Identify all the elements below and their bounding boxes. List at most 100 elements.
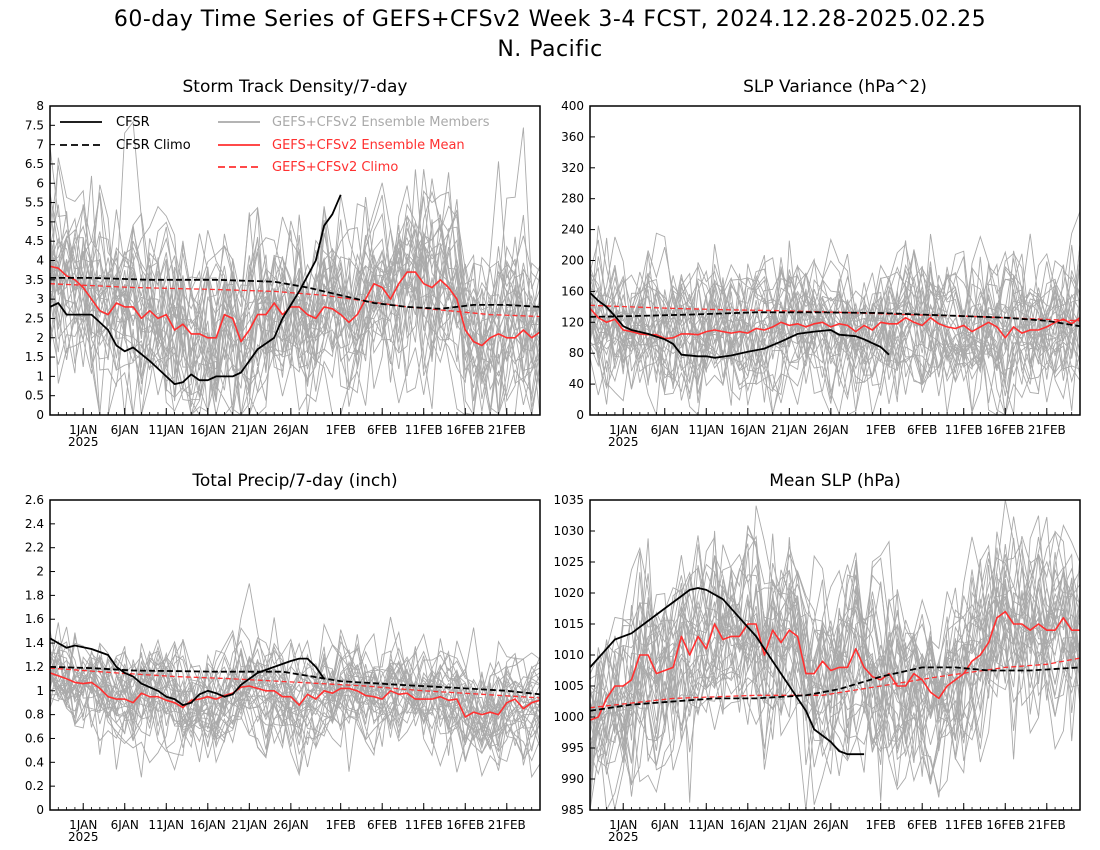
x-tick-label: 1JAN [609,423,637,437]
y-tick-label: 320 [561,161,584,175]
y-tick-label: 360 [561,130,584,144]
y-tick-label: 1010 [553,648,584,662]
x-tick-label: 11JAN [688,423,724,437]
ensemble-member-line [590,252,1080,391]
y-tick-label: 1015 [553,617,584,631]
x-tick-label: 11FEB [945,423,983,437]
y-tick-label: 0.6 [25,731,44,745]
plot-area [50,583,540,779]
y-tick-label: 995 [561,741,584,755]
x-tick-label: 11FEB [945,818,983,832]
panels: Storm Track Density/7-day 0 0.5 1 1.5 2 2.5 3 3.… [25,77,1081,844]
ensemble-mean-line [590,610,1080,721]
ensemble-member-line [50,617,540,751]
x-tick-label: 16JAN [190,818,226,832]
y-tick-label: 1.8 [25,588,44,602]
x-tick-label: 1JAN [69,818,97,832]
x-tick-label: 16FEB [446,818,484,832]
ensemble-member-line [50,629,540,755]
x-tick-label: 1FEB [325,423,355,437]
x-tick-label: 6JAN [111,818,139,832]
x-year-label: 2025 [608,830,639,844]
ensemble-member-line [590,278,1080,415]
y-tick-label: 80 [569,346,584,360]
x-tick-label: 16FEB [986,423,1024,437]
gefs-climo-line [50,667,540,699]
plot-area [50,120,540,415]
ensemble-member-line [50,196,540,415]
ensemble-member-line [50,626,540,773]
x-tick-label: 6JAN [651,423,679,437]
legend-members-label: GEFS+CFSv2 Ensemble Members [272,115,490,130]
x-tick-label: 26JAN [813,423,849,437]
y-tick-label: 40 [569,377,584,391]
ensemble-member-line [590,515,1080,805]
x-tick-label: 1JAN [609,818,637,832]
x-tick-label: 21FEB [1028,818,1066,832]
ensemble-member-line [50,634,540,768]
cfsr-line [50,637,325,706]
x-tick-label: 21FEB [488,423,526,437]
panel-4: Mean SLP (hPa) 985 990 995 1000 1005 1010 1015 1… [553,471,1081,844]
x-tick-label: 6JAN [651,818,679,832]
panel-2: SLP Variance (hPa^2) 0 40 80 120 160 200 240 280… [561,77,1081,449]
cfsr-line [590,587,865,756]
cfsr-line [50,194,342,386]
y-tick-label: 6.5 [25,157,44,171]
y-tick-label: 0.8 [25,708,44,722]
y-tick-label: 2 [36,565,44,579]
figure-title: 60-day Time Series of GEFS+CFSv2 Week 3-… [114,7,986,32]
x-tick-label: 11JAN [148,423,184,437]
ensemble-member-line [590,246,1080,386]
legend-cfsr-climo-label: CFSR Climo [116,138,191,153]
y-tick-label: 3 [36,292,44,306]
ensemble-member-line [50,214,540,415]
x-tick-label: 16FEB [986,818,1024,832]
y-tick-label: 400 [561,99,584,113]
x-tick-label: 6FEB [907,818,937,832]
y-tick-label: 0 [36,803,44,817]
ensemble-member-line [50,646,540,750]
x-tick-label: 26JAN [273,818,309,832]
ensemble-member-line [50,203,540,415]
y-tick-label: 1005 [553,679,584,693]
x-tick-label: 16FEB [446,423,484,437]
x-tick-label: 1FEB [865,423,895,437]
ensemble-member-line [590,544,1080,767]
figure-subtitle-region: N. Pacific [497,37,602,62]
ensemble-member-line [590,237,1080,402]
cfsr-climo-line [590,666,1080,712]
legend-gefs-climo-label: GEFS+CFSv2 Climo [272,160,398,175]
ensemble-mean-line [590,307,1080,340]
ensemble-member-line [50,235,540,415]
y-tick-label: 6 [36,176,44,190]
x-year-label: 2025 [68,830,99,844]
panel-title: Total Precip/7-day (inch) [191,471,397,491]
x-tick-label: 6FEB [367,423,397,437]
ensemble-member-line [590,250,1080,414]
x-tick-label: 1FEB [865,818,895,832]
y-tick-label: 0.4 [25,755,44,769]
y-tick-label: 4 [36,254,44,268]
x-tick-label: 21JAN [771,423,807,437]
y-tick-label: 0 [36,408,44,422]
ensemble-member-line [50,647,540,778]
y-tick-label: 1 [36,369,44,383]
y-tick-label: 5 [36,215,44,229]
x-tick-label: 6JAN [111,423,139,437]
y-tick-label: 240 [561,223,584,237]
legend: CFSR CFSR Climo GEFS+CFSv2 Ensemble Memb… [60,115,490,175]
panel-1: Storm Track Density/7-day 0 0.5 1 1.5 2 2.5 3 3.… [25,77,541,449]
x-tick-label: 26JAN [273,423,309,437]
x-tick-label: 21JAN [771,818,807,832]
x-tick-label: 21FEB [488,818,526,832]
x-tick-label: 6FEB [907,423,937,437]
legend-ens-mean-label: GEFS+CFSv2 Ensemble Mean [272,138,465,153]
y-tick-label: 2 [36,331,44,345]
ensemble-member-line [590,569,1080,779]
ensemble-mean-line [50,265,540,347]
ensemble-member-line [590,244,1080,415]
y-tick-label: 0.5 [25,389,44,403]
plot-area [590,500,1080,810]
y-tick-label: 1.6 [25,612,44,626]
